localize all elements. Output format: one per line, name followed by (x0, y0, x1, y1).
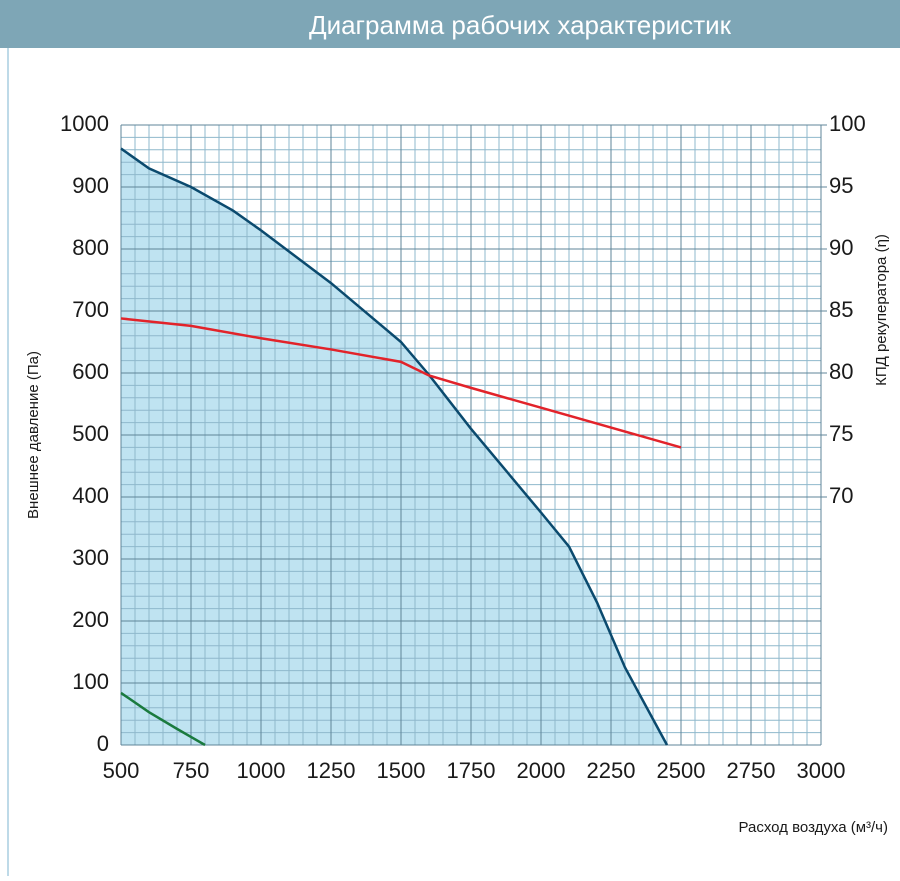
chart-title: Диаграмма рабочих характеристик (309, 10, 732, 40)
y-axis-label: Внешнее давление (Па) (25, 351, 42, 519)
y-tick-label: 900 (72, 173, 109, 198)
series-line (120, 691, 206, 747)
y2-tick-label: 95 (829, 173, 853, 198)
x-tick-label: 1750 (447, 758, 496, 783)
x-tick-label: 500 (103, 758, 140, 783)
x-tick-label: 2000 (517, 758, 566, 783)
y-tick-label: 600 (72, 359, 109, 384)
x-tick-label: 1500 (377, 758, 426, 783)
header-bar (0, 0, 900, 48)
y-tick-label: 300 (72, 545, 109, 570)
y2-axis-label: КПД рекуператора (η) (873, 234, 890, 386)
y-tick-label: 100 (72, 669, 109, 694)
y2-tick-label: 85 (829, 297, 853, 322)
y-tick-label: 800 (72, 235, 109, 260)
y-tick-label: 200 (72, 607, 109, 632)
y2-tick-label: 100 (829, 111, 866, 136)
x-tick-label: 1000 (237, 758, 286, 783)
y2-tick-label: 80 (829, 359, 853, 384)
x-tick-label: 2500 (657, 758, 706, 783)
x-tick-label: 2250 (587, 758, 636, 783)
y-tick-label: 400 (72, 483, 109, 508)
x-tick-label: 3000 (797, 758, 846, 783)
y2-tick-label: 70 (829, 483, 853, 508)
y2-tick-label: 90 (829, 235, 853, 260)
series-line (120, 147, 669, 746)
y-tick-label: 700 (72, 297, 109, 322)
x-axis-label: Расход воздуха (м³/ч) (738, 819, 888, 836)
y-tick-label: 500 (72, 421, 109, 446)
x-tick-label: 2750 (727, 758, 776, 783)
y2-tick-label: 75 (829, 421, 853, 446)
y-tick-label: 0 (97, 731, 109, 756)
x-tick-label: 750 (173, 758, 210, 783)
series-line (120, 317, 682, 449)
y-tick-label: 1000 (60, 111, 109, 136)
x-tick-label: 1250 (307, 758, 356, 783)
